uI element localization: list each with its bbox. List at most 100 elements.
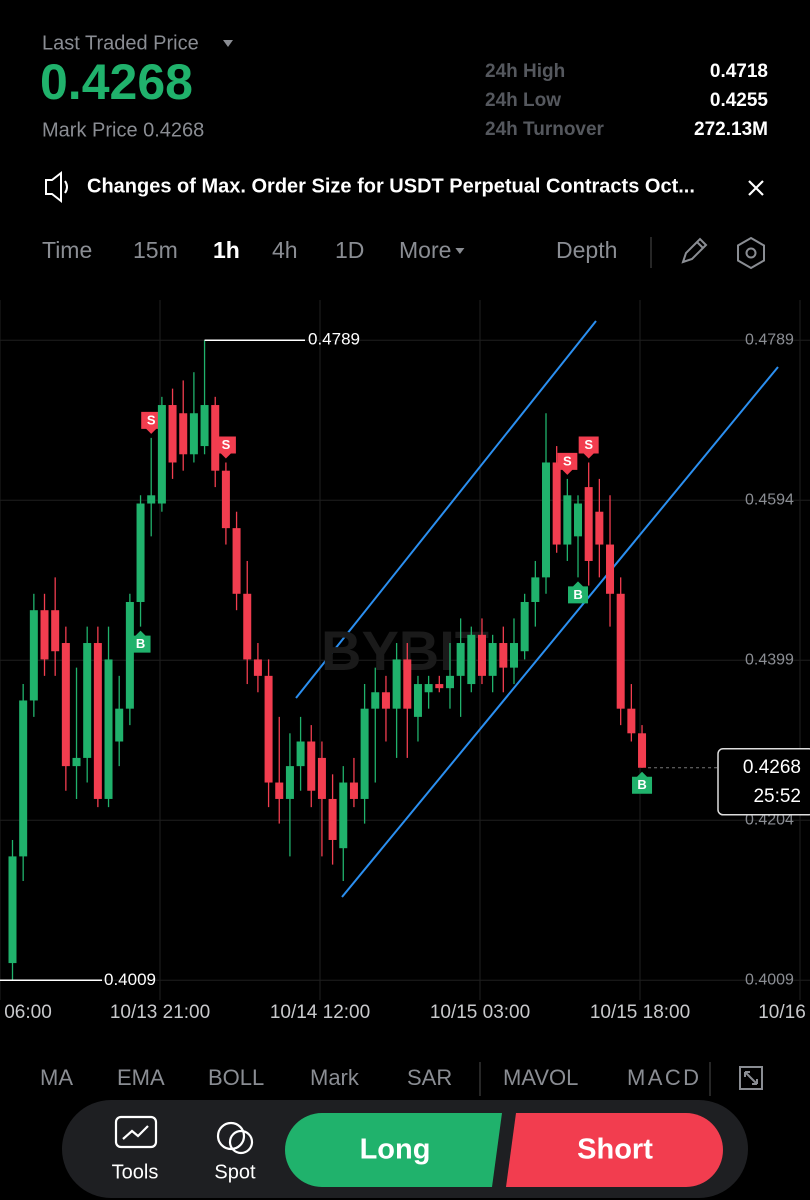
candle-body (638, 733, 647, 768)
tools-button[interactable]: Tools (112, 1161, 159, 1183)
candle-body (307, 741, 316, 791)
candle-body (339, 782, 348, 849)
trade-marker-label: B (573, 587, 582, 602)
candle-body (200, 405, 209, 447)
candle-body (61, 643, 70, 767)
time-axis-label: 10/13 21:00 (110, 1002, 210, 1023)
trade-marker (568, 581, 589, 604)
candle-body (616, 593, 625, 709)
short-button-bg[interactable] (506, 1113, 723, 1187)
stats: 24h High 0.4718 24h Low 0.4255 24h Turnover 2… (485, 61, 768, 140)
settings-icon-center (745, 247, 757, 259)
candle-body (29, 610, 38, 701)
candle-body (424, 684, 433, 693)
speaker-icon (45, 170, 68, 204)
candle-body (552, 462, 561, 545)
price-axis-label: 0.4204 (745, 812, 794, 829)
candlestick-chart: 0.4789 0.4594 0.4399 0.4204 0.4009 06:00 10/13… (0, 300, 810, 1023)
indicator-tab[interactable]: BOLL (208, 1065, 264, 1090)
long-button-bg[interactable] (285, 1113, 502, 1187)
trade-marker-label: S (563, 453, 572, 468)
time-axis-label: 10/15 18:00 (590, 1002, 690, 1023)
last-price-label: 0.4268 (743, 757, 801, 778)
candle-body (606, 544, 615, 594)
timeframe-tab[interactable]: 4h (272, 237, 298, 263)
candle-body (595, 511, 604, 545)
candle-body (574, 503, 583, 537)
short-button[interactable]: Short (577, 1134, 653, 1166)
mark-price: Mark Price 0.4268 (42, 119, 204, 141)
candle-body (243, 593, 252, 660)
candle-body (371, 692, 380, 709)
trade-marker-label: B (136, 636, 145, 651)
close-icon[interactable] (748, 180, 764, 196)
trade-marker (130, 630, 151, 653)
draw-icon[interactable] (681, 237, 708, 264)
time-axis-label: 06:00 (4, 1002, 52, 1023)
spot-icon (216, 1121, 246, 1151)
indicator-tab[interactable]: Mark (310, 1065, 360, 1090)
high-marker-label: 0.4789 (308, 330, 360, 349)
candle-body (189, 413, 198, 455)
candle-body (51, 610, 60, 652)
candle-body (125, 601, 134, 709)
candle-body (136, 503, 145, 602)
time-axis-label: 10/14 12:00 (270, 1002, 370, 1023)
time-axis-label: 10/15 03:00 (430, 1002, 530, 1023)
candle-body (40, 610, 49, 660)
stat-value: 0.4255 (710, 90, 769, 111)
candle-body (72, 757, 81, 767)
trade-marker-label: B (637, 777, 646, 792)
indicator-tab[interactable]: EMA (117, 1065, 165, 1090)
candle-body (392, 659, 401, 709)
indicator-tab[interactable]: SAR (407, 1065, 452, 1090)
candle-body (275, 782, 284, 799)
candle-body (211, 405, 220, 471)
candle-body (296, 741, 305, 767)
last-price-box (717, 748, 810, 816)
candle-body (499, 643, 508, 668)
candle-body (179, 413, 188, 455)
channel-line-lower (341, 366, 779, 898)
indicator-tab[interactable]: MAVOL (503, 1065, 578, 1090)
spot-button[interactable]: Spot (214, 1161, 256, 1183)
candle-body (403, 659, 412, 709)
stat-value: 0.4718 (710, 61, 768, 82)
candle-body (381, 692, 390, 709)
trade-marker-label: S (584, 437, 593, 452)
price-axis-label: 0.4789 (745, 331, 794, 348)
trade-marker-label: S (222, 437, 231, 452)
timeframe-tab[interactable]: 15m (133, 237, 178, 263)
timeframe-tab[interactable]: More (399, 237, 451, 263)
candle-body (509, 643, 518, 668)
candle-body (360, 708, 369, 799)
countdown-label: 25:52 (753, 786, 801, 807)
expand-icon[interactable] (739, 1066, 763, 1090)
candle-body (8, 856, 17, 964)
indicator-tab[interactable]: MACD (627, 1065, 699, 1090)
depth-tab[interactable]: Depth (556, 237, 617, 263)
candle-body (627, 708, 636, 734)
tools-icon-line (122, 1125, 149, 1140)
time-axis-label: 10/16 (758, 1002, 806, 1023)
long-button[interactable]: Long (360, 1134, 431, 1166)
indicator-tab[interactable]: MA (40, 1065, 73, 1090)
candle-body (477, 634, 486, 676)
price-axis-label: 0.4009 (745, 972, 794, 989)
candle-body (467, 634, 476, 685)
price-axis-label: 0.4399 (745, 651, 794, 668)
settings-icon[interactable] (737, 236, 765, 270)
last-price: 0.4268 (40, 54, 193, 110)
candle-body (488, 643, 497, 676)
dropdown-caret[interactable] (223, 40, 233, 47)
notice-text[interactable]: Changes of Max. Order Size for USDT Perp… (87, 175, 695, 197)
price-axis-label: 0.4594 (745, 491, 794, 508)
timeframe-tab[interactable]: 1D (335, 237, 364, 263)
timeframe-tabs: Time 15m 1h 4h 1D More (42, 237, 465, 263)
indicator-tabs: MA EMA BOLL Mark SAR MAVOL MACD (40, 1065, 699, 1090)
candle-body (253, 659, 262, 676)
timeframe-tab[interactable]: Time (42, 237, 92, 263)
timeframe-tab[interactable]: 1h (213, 237, 240, 263)
candle-body (221, 470, 230, 529)
